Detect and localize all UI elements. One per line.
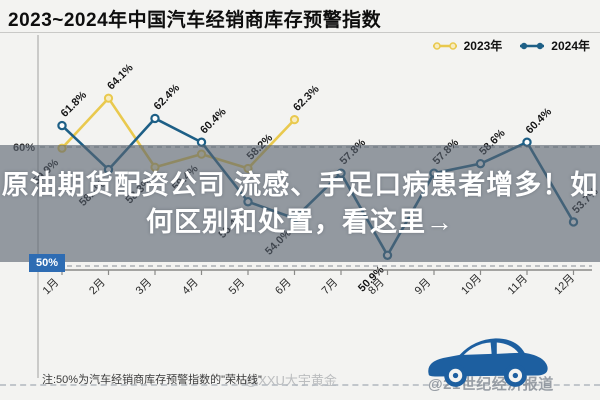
data-point [57,120,67,131]
data-label: 61.8% [59,89,90,120]
threshold-50-badge: 50% [29,254,65,272]
footnotes: 注:50%为汽车经销商库存预警指数的"荣枯线" 记者:宋豆豆 编辑:张明艳 数据… [42,340,336,400]
month-label: 9月 [413,277,434,298]
overlay-ad-banner: 原油期货配资公司 流感、手足口病患者增多！如 何区别和处置，看这里→ [0,145,600,262]
month-label: 10月 [459,272,484,297]
watermark-dashed-line [0,384,600,386]
legend-label-2023: 2023年 [463,39,503,53]
month-label: 5月 [227,277,248,298]
data-label: 60.4% [198,106,229,137]
month-label: 2月 [87,277,108,298]
footnote-line1: 注:50%为汽车经销商库存预警指数的"荣枯线" [42,374,262,386]
chart-legend: 2023年 2024年 [431,37,590,54]
month-label: 4月 [180,277,201,298]
car-icon [428,338,548,387]
data-label: 62.3% [291,83,322,114]
month-label: 12月 [552,272,577,297]
data-label: 60.4% [524,106,555,137]
line-swatch-2024-icon [520,42,545,49]
data-label: 64.1% [105,62,136,93]
overlay-ad-line2: 何区别和处置，看这里→ [146,207,454,237]
legend-item-2024: 2024年 [518,37,590,54]
legend-label-2024: 2024年 [551,39,590,53]
month-label: 3月 [134,277,155,298]
data-point [103,93,114,103]
month-label: 11月 [506,273,530,297]
data-point [289,115,300,125]
overlay-ad-line1: 原油期货配资公司 流感、手足口病患者增多！如 [1,170,599,200]
month-label: 1月 [41,277,62,298]
month-label: 6月 [273,277,294,298]
line-swatch-2023-icon [432,41,457,50]
data-point [150,113,160,124]
title-divider [0,32,600,33]
month-label: 7月 [320,277,341,298]
page-title: 2023~2024年中国汽车经销商库存预警指数 [8,10,382,31]
legend-item-2023: 2023年 [431,37,503,54]
data-label: 62.4% [152,82,183,113]
